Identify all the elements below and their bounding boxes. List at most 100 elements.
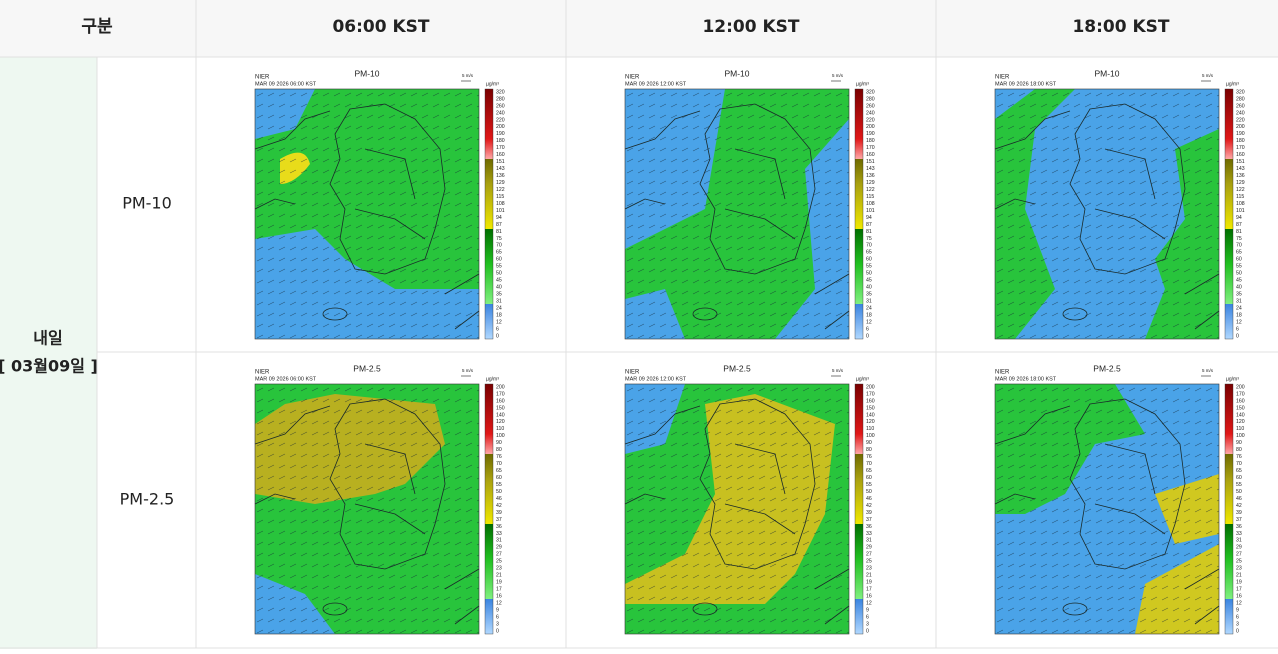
colorbar-label: 200 <box>866 124 875 130</box>
colorbar-label: 12 <box>1236 319 1242 325</box>
colorbar-label: 129 <box>866 180 875 186</box>
colorbar-label: 23 <box>1236 566 1242 572</box>
colorbar-label: 101 <box>866 208 875 214</box>
colorbar-label: 76 <box>1236 454 1242 460</box>
colorbar-label: 6 <box>496 614 499 620</box>
colorbar-label: 80 <box>866 447 872 453</box>
colorbar-label: 70 <box>866 461 872 467</box>
colorbar-label: 108 <box>496 201 505 207</box>
colorbar-label: 108 <box>866 201 875 207</box>
colorbar-label: 17 <box>866 587 872 593</box>
colorbar-label: 87 <box>496 222 502 228</box>
colorbar-label: 21 <box>866 573 872 579</box>
colorbar-label: 45 <box>496 278 502 284</box>
colorbar-label: 220 <box>496 117 505 123</box>
colorbar-label: 6 <box>1236 326 1239 332</box>
wind-vectors <box>255 384 479 634</box>
colorbar-label: 160 <box>496 398 505 404</box>
colorbar-label: 60 <box>496 475 502 481</box>
colorbar-label: 25 <box>866 559 872 565</box>
colorbar-label: 140 <box>1236 412 1245 418</box>
colorbar-label: 180 <box>1236 138 1245 144</box>
colorbar-label: 12 <box>1236 600 1242 606</box>
colorbar-label: 21 <box>496 573 502 579</box>
colorbar-label: 31 <box>496 299 502 305</box>
colorbar-label: 42 <box>866 503 872 509</box>
colorbar-label: 108 <box>1236 201 1245 207</box>
colorbar-label: 60 <box>496 257 502 263</box>
colorbar-label: 129 <box>1236 180 1245 186</box>
colorbar-label: 50 <box>866 489 872 495</box>
map-timestamp: MAR 09 2026 18:00 KST <box>995 81 1057 87</box>
colorbar-label: 120 <box>866 419 875 425</box>
colorbar-label: 9 <box>866 607 869 613</box>
colorbar-label: 45 <box>1236 278 1242 284</box>
colorbar-label: 136 <box>496 173 505 179</box>
colorbar-label: 0 <box>496 333 499 339</box>
colorbar-label: 45 <box>866 278 872 284</box>
colorbar-label: 75 <box>866 236 872 242</box>
colorbar-label: 35 <box>1236 292 1242 298</box>
colorbar-label: 31 <box>496 538 502 544</box>
colorbar-label: 94 <box>1236 215 1242 221</box>
colorbar-label: 46 <box>1236 496 1242 502</box>
colorbar-label: 143 <box>496 166 505 172</box>
colorbar-label: 136 <box>866 173 875 179</box>
colorbar-label: 320 <box>866 89 875 95</box>
map-title: PM-10 <box>1094 68 1119 78</box>
colorbar-label: 0 <box>866 333 869 339</box>
colorbar-label: 151 <box>1236 159 1245 165</box>
colorbar-label: 55 <box>496 482 502 488</box>
colorbar-label: 40 <box>866 285 872 291</box>
colorbar-label: 65 <box>1236 250 1242 256</box>
colorbar-label: 31 <box>866 299 872 305</box>
map-title: PM-2.5 <box>353 363 381 373</box>
colorbar-label: 65 <box>1236 468 1242 474</box>
colorbar-label: 50 <box>496 271 502 277</box>
colorbar-label: 37 <box>1236 517 1242 523</box>
colorbar-label: 24 <box>496 305 502 311</box>
colorbar-label: 50 <box>1236 271 1242 277</box>
colorbar-label: 29 <box>496 545 502 551</box>
colorbar-label: 0 <box>496 628 499 634</box>
colorbar-label: 75 <box>1236 236 1242 242</box>
colorbar-label: 12 <box>866 319 872 325</box>
colorbar-label: 76 <box>496 454 502 460</box>
map-source: NIER <box>625 75 640 81</box>
map-border <box>624 383 850 635</box>
colorbar-label: 19 <box>1236 580 1242 586</box>
map-source: NIER <box>625 370 640 376</box>
colorbar-label: 60 <box>1236 257 1242 263</box>
wind-vectors <box>255 89 479 339</box>
colorbar-label: 122 <box>866 187 875 193</box>
colorbar-label: 24 <box>1236 305 1242 311</box>
colorbar-label: 42 <box>1236 503 1242 509</box>
map-border <box>254 383 480 635</box>
unit: µg/m³ <box>1226 376 1239 382</box>
colorbar-label: 65 <box>866 250 872 256</box>
colorbar-label: 39 <box>866 510 872 516</box>
map-timestamp: MAR 09 2026 18:00 KST <box>995 376 1057 382</box>
unit: µg/m³ <box>486 376 499 382</box>
colorbar-label: 9 <box>496 607 499 613</box>
colorbar-label: 150 <box>496 405 505 411</box>
colorbar-label: 31 <box>1236 538 1242 544</box>
colorbar-label: 36 <box>496 524 502 530</box>
colorbar-label: 76 <box>866 454 872 460</box>
colorbar-label: 33 <box>866 531 872 537</box>
colorbar-label: 200 <box>496 384 505 390</box>
colorbar-label: 35 <box>496 292 502 298</box>
colorbar-label: 18 <box>866 312 872 318</box>
colorbar-label: 122 <box>1236 187 1245 193</box>
colorbar-label: 36 <box>1236 524 1242 530</box>
colorbar-label: 160 <box>866 398 875 404</box>
colorbar-label: 87 <box>866 222 872 228</box>
colorbar-label: 320 <box>496 89 505 95</box>
map-source: NIER <box>995 75 1010 81</box>
wind-scale: 5 m/s <box>462 368 474 373</box>
colorbar-label: 115 <box>1236 194 1244 200</box>
header-bg <box>0 0 1278 57</box>
